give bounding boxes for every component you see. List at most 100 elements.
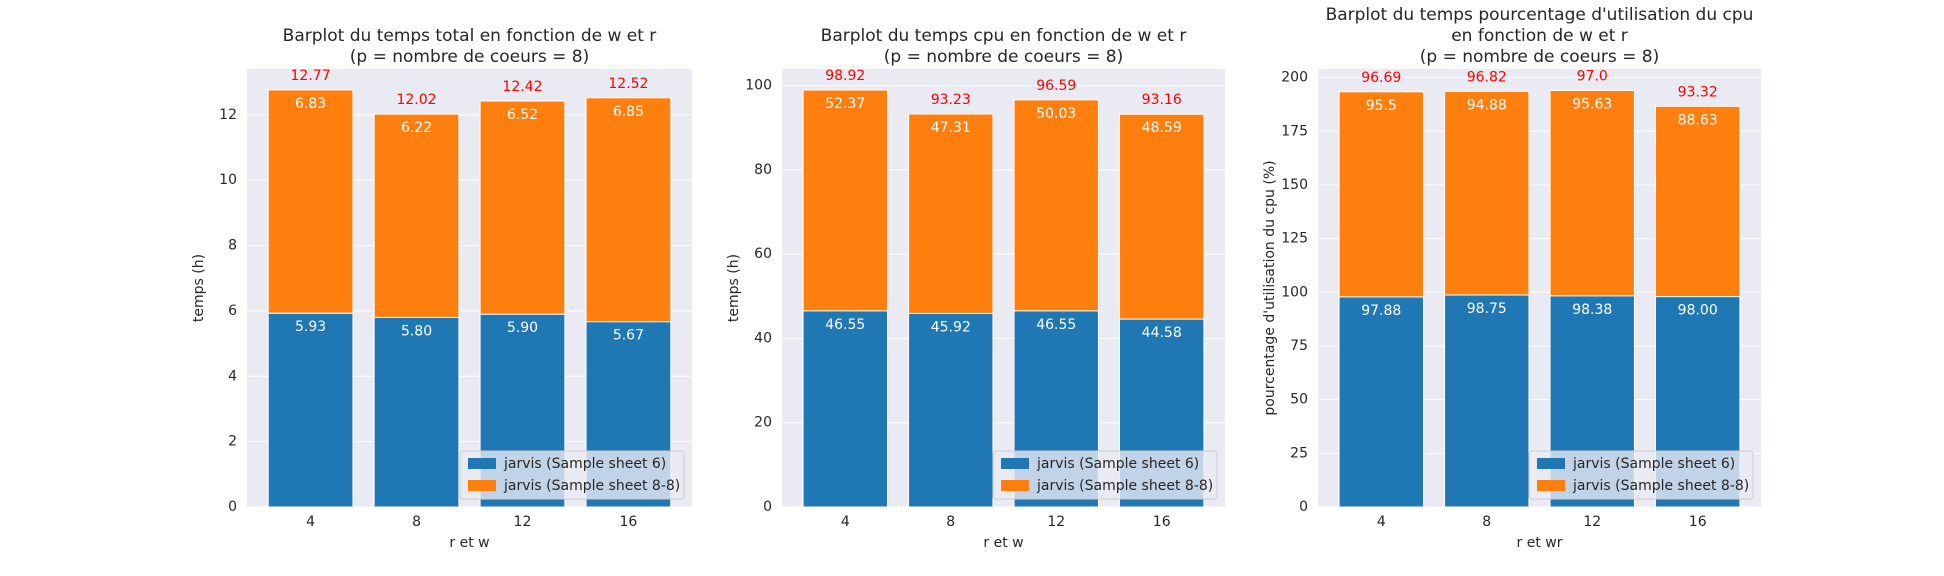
legend-label: jarvis (Sample sheet 8-8) (1572, 478, 1749, 494)
y-tick-label: 60 (754, 246, 772, 262)
bar-segment (802, 89, 888, 312)
x-axis-label: r et w (983, 535, 1023, 551)
x-tick-label: 8 (412, 514, 421, 530)
value-label: 5.90 (507, 320, 538, 336)
value-label: 45.92 (931, 319, 971, 335)
total-label: 12.02 (396, 92, 436, 108)
legend-label: jarvis (Sample sheet 6) (1572, 456, 1735, 472)
y-tick-label: 6 (228, 303, 237, 319)
y-tick-label: 200 (1281, 70, 1308, 86)
bar-segment (802, 310, 888, 508)
value-label: 50.03 (1036, 106, 1076, 122)
chart-title: (p = nombre de coeurs = 8) (1420, 47, 1659, 67)
legend-swatch (468, 458, 496, 469)
y-tick-label: 0 (1299, 499, 1308, 515)
value-label: 98.75 (1467, 301, 1507, 317)
legend-box (459, 450, 685, 500)
x-axis-label: r et w (449, 535, 489, 551)
chart-title: Barplot du temps cpu en fonction de w et… (821, 26, 1187, 46)
chart-title: Barplot du temps total en fonction de w … (283, 26, 657, 46)
total-label: 96.69 (1361, 70, 1401, 86)
x-tick-label: 16 (620, 514, 638, 530)
value-label: 5.80 (401, 323, 432, 339)
y-tick-label: 12 (219, 107, 237, 123)
value-label: 5.93 (295, 319, 326, 335)
value-label: 48.59 (1142, 120, 1182, 136)
subplot: 0 20 40 60 80 100 46.55 52.37 98.92 4 45.92 47.31 93… (726, 26, 1225, 551)
legend-label: jarvis (Sample sheet 8-8) (503, 478, 680, 494)
bar-segment (1338, 91, 1424, 298)
y-tick-label: 125 (1281, 231, 1308, 247)
total-label: 93.32 (1678, 84, 1718, 100)
x-tick-label: 8 (946, 514, 955, 530)
value-label: 5.67 (613, 328, 644, 344)
total-label: 96.82 (1467, 69, 1507, 85)
legend-swatch (1001, 458, 1029, 469)
value-label: 6.85 (613, 104, 644, 120)
legend-swatch (1537, 480, 1565, 491)
bar-segment (1013, 99, 1099, 312)
y-tick-label: 150 (1281, 177, 1308, 193)
value-label: 44.58 (1142, 325, 1182, 341)
subplot: 0 2 4 6 8 10 12 5.93 6.83 12.77 4 5.80 6.22 12.02 8 5.9… (191, 26, 692, 551)
y-axis-label: pourcentage d'utilisation du cpu (%) (1262, 160, 1278, 415)
total-label: 12.52 (608, 76, 648, 92)
value-label: 52.37 (825, 96, 865, 112)
legend-box (992, 450, 1218, 500)
legend-swatch (1537, 458, 1565, 469)
bar-segment (1444, 90, 1530, 296)
x-tick-label: 4 (306, 514, 315, 530)
value-label: 6.83 (295, 96, 326, 112)
y-tick-label: 175 (1281, 123, 1308, 139)
x-tick-label: 8 (1482, 514, 1491, 530)
y-axis-label: temps (h) (726, 254, 742, 322)
y-tick-label: 50 (1290, 392, 1308, 408)
bar-segment (479, 100, 566, 315)
chart-title: en fonction de w et r (1451, 26, 1628, 46)
total-label: 12.77 (291, 68, 331, 84)
value-label: 98.38 (1572, 302, 1612, 318)
x-tick-label: 12 (514, 514, 532, 530)
bar-segment (1655, 105, 1741, 298)
y-tick-label: 100 (1281, 284, 1308, 300)
value-label: 46.55 (825, 317, 865, 333)
y-tick-label: 20 (754, 415, 772, 431)
legend-swatch (468, 480, 496, 491)
y-tick-label: 100 (745, 77, 772, 93)
value-label: 98.00 (1678, 303, 1718, 319)
bar-segment (373, 316, 460, 508)
legend-label: jarvis (Sample sheet 6) (1036, 456, 1199, 472)
total-label: 93.23 (931, 92, 971, 108)
x-tick-label: 16 (1689, 514, 1707, 530)
bar-segment (267, 89, 354, 314)
chart-title: (p = nombre de coeurs = 8) (350, 47, 589, 67)
value-label: 97.88 (1361, 303, 1401, 319)
total-label: 93.16 (1142, 92, 1182, 108)
value-label: 95.5 (1366, 98, 1397, 114)
value-label: 94.88 (1467, 97, 1507, 113)
value-label: 47.31 (931, 120, 971, 136)
value-label: 6.52 (507, 107, 538, 123)
y-tick-label: 10 (219, 172, 237, 188)
total-label: 97.0 (1577, 68, 1608, 84)
y-tick-label: 4 (228, 368, 237, 384)
y-tick-label: 80 (754, 162, 772, 178)
bar-segment (908, 113, 994, 314)
y-tick-label: 0 (228, 499, 237, 515)
value-label: 6.22 (401, 120, 432, 136)
x-tick-label: 4 (841, 514, 850, 530)
value-label: 88.63 (1678, 112, 1718, 128)
subplot: 0 25 50 75 100 125 150 175 200 97.88 95.5 96.69 4 98.… (1262, 5, 1761, 551)
chart-title: (p = nombre de coeurs = 8) (884, 47, 1123, 67)
y-tick-label: 2 (228, 434, 237, 450)
y-tick-label: 40 (754, 330, 772, 346)
y-tick-label: 0 (763, 499, 772, 515)
value-label: 46.55 (1036, 317, 1076, 333)
x-tick-label: 12 (1047, 514, 1065, 530)
x-axis-label: r et wr (1517, 535, 1563, 551)
total-label: 96.59 (1036, 78, 1076, 94)
x-tick-label: 4 (1377, 514, 1386, 530)
bar-segment (1338, 296, 1424, 508)
total-label: 12.42 (502, 79, 542, 95)
